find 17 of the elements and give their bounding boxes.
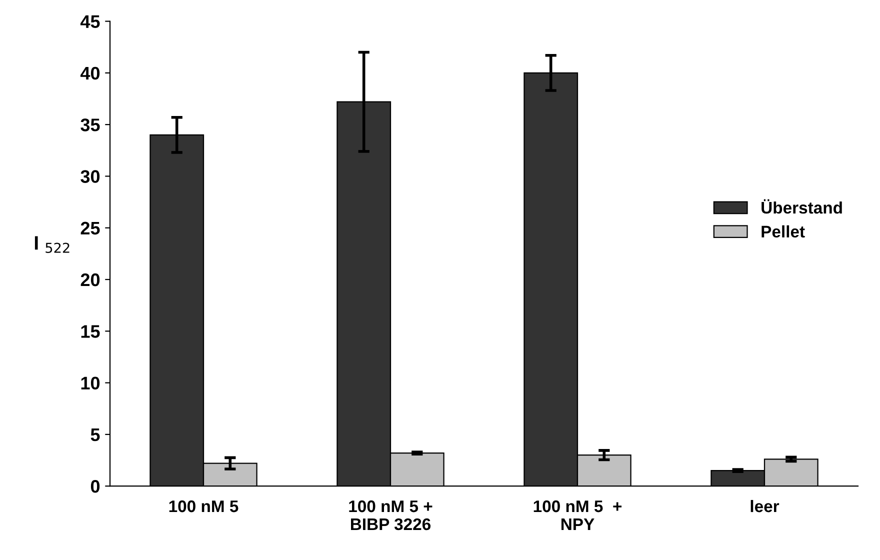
y-tick-label: 20 bbox=[80, 273, 100, 286]
x-tick-label: 100 nM 5 + NPY bbox=[534, 500, 622, 530]
y-tick-label: 15 bbox=[81, 325, 100, 338]
x-tick-label: 100 nM 5 bbox=[169, 500, 238, 512]
y-tick-label: 45 bbox=[80, 15, 100, 28]
y-tick-label: 40 bbox=[80, 66, 100, 80]
legend-label: Überstand bbox=[762, 199, 842, 214]
y-tick-label: 5 bbox=[90, 428, 100, 442]
y-tick-label: 30 bbox=[80, 170, 100, 183]
legend-label: Pellet bbox=[762, 225, 805, 238]
x-tick-label: 100 nM 5 + BIBP 3226 bbox=[349, 500, 432, 530]
y-tick-label: 0 bbox=[90, 480, 100, 493]
y-tick-label: 10 bbox=[81, 376, 100, 390]
x-tick-label: leer bbox=[750, 500, 780, 512]
y-tick-label: 25 bbox=[80, 222, 100, 235]
y-tick-label: 35 bbox=[80, 118, 100, 132]
y-axis-title: I $_{522}$ bbox=[34, 236, 70, 253]
